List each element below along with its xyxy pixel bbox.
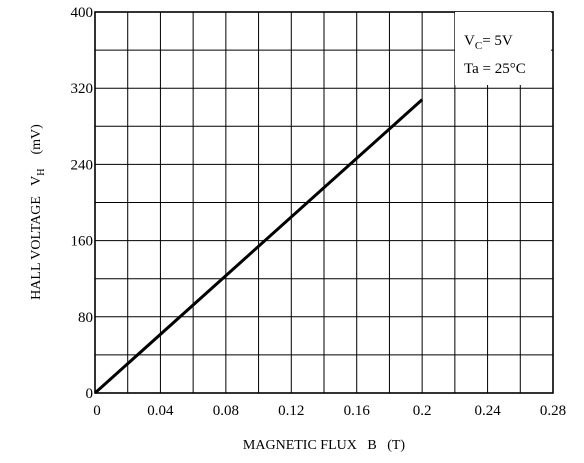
x-tick-label: 0.28 bbox=[540, 403, 566, 419]
x-tick-label: 0.2 bbox=[413, 403, 432, 419]
y-tick-label: 240 bbox=[71, 157, 94, 173]
series-line bbox=[93, 98, 424, 395]
y-tick-label: 80 bbox=[78, 310, 93, 326]
y-tick-labels: 0 80 160 240 320 400 bbox=[71, 5, 94, 402]
x-tick-label: 0.08 bbox=[213, 403, 239, 419]
x-tick-label: 0.24 bbox=[474, 403, 501, 419]
y-tick-label: 160 bbox=[71, 234, 94, 250]
y-tick-label: 400 bbox=[71, 5, 94, 21]
x-tick-label: 0 bbox=[93, 403, 101, 419]
x-axis-title: MAGNETIC FLUX B (T) bbox=[243, 438, 405, 453]
y-tick-label: 0 bbox=[86, 386, 94, 402]
x-tick-label: 0.04 bbox=[147, 403, 174, 419]
plot-frame bbox=[94, 11, 554, 394]
x-tick-label: 0.12 bbox=[278, 403, 304, 419]
y-axis-title: HALL VOLTAGE VH (mV) bbox=[29, 124, 47, 300]
vc-sub: C bbox=[475, 40, 482, 52]
vc-main: V bbox=[464, 33, 475, 49]
x-tick-labels: 0 0.04 0.08 0.12 0.16 0.2 0.24 0.28 bbox=[93, 403, 566, 419]
y-tick-label: 320 bbox=[71, 81, 94, 97]
x-tick-label: 0.16 bbox=[344, 403, 371, 419]
y-axis-title-sub: H bbox=[36, 168, 47, 175]
y-axis-title-main: HALL VOLTAGE V bbox=[29, 176, 44, 300]
vc-condition: VC= 5V bbox=[464, 33, 513, 52]
ta-condition: Ta = 25°C bbox=[464, 61, 526, 77]
conditions-background bbox=[455, 12, 551, 85]
y-axis-title-unit: (mV) bbox=[29, 124, 44, 155]
conditions-box: VC= 5V Ta = 25°C bbox=[455, 12, 551, 85]
series-group bbox=[93, 98, 424, 395]
vc-value: = 5V bbox=[482, 33, 513, 49]
